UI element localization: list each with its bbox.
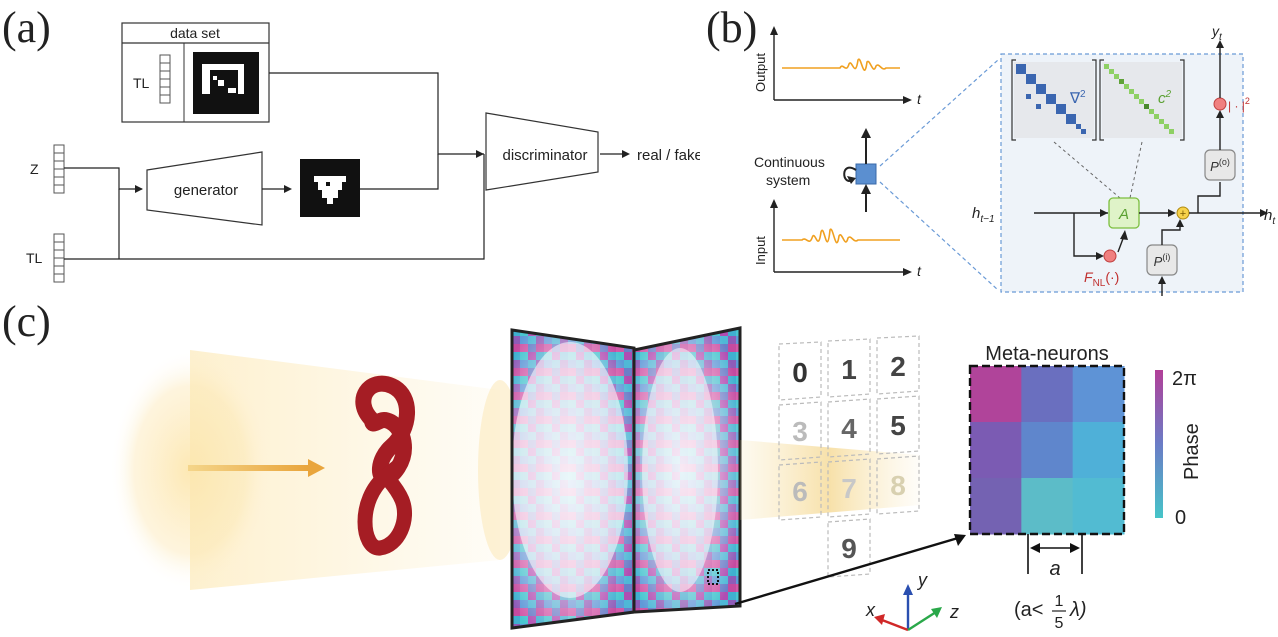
- gan-diagram: data set TL Z generator: [26, 22, 700, 283]
- generated-sample-image: [300, 159, 360, 217]
- speed-matrix: [1099, 59, 1185, 141]
- z-label: Z: [30, 161, 39, 177]
- nabla-symbol: ∇2: [1069, 89, 1086, 107]
- h-t-label: ht: [1264, 207, 1276, 227]
- abs-square-label: | · |2: [1228, 96, 1250, 113]
- size-condition: (a<: [1014, 599, 1043, 621]
- input-axis-label: Input: [753, 236, 768, 265]
- z-vector: [53, 144, 65, 194]
- panel-label-b: (b): [706, 3, 758, 52]
- tl-top-label: TL: [133, 75, 150, 91]
- system-node: [855, 163, 877, 185]
- input-wave: [782, 228, 900, 244]
- digit-5: 5: [890, 410, 906, 441]
- meta-neuron-cell: [970, 366, 1022, 423]
- axis-x-label: x: [865, 600, 876, 620]
- condition-num: 1: [1055, 593, 1064, 610]
- output-wave: [782, 58, 900, 71]
- condition-suffix: λ): [1069, 599, 1087, 621]
- phase-colorbar: [1155, 370, 1163, 518]
- phase-min-label: 0: [1175, 507, 1186, 529]
- discriminator-label: discriminator: [502, 147, 587, 164]
- digit-8: 8: [890, 470, 906, 501]
- nonlinearity-node: [1103, 249, 1117, 263]
- detector-digits: 0 1 2 3 4 5 6 7 8 9: [792, 351, 906, 564]
- metasurface-layer-2: [632, 326, 742, 614]
- panel-label-a: (a): [2, 3, 51, 52]
- digit-0: 0: [792, 357, 808, 388]
- meta-neurons-title: Meta-neurons: [985, 343, 1108, 365]
- tl-top-vector: [159, 54, 171, 104]
- laplacian-matrix: [1011, 59, 1097, 141]
- continuous-system-diagram: Output t Input t Continuous system: [753, 23, 1276, 300]
- digit-7: 7: [841, 473, 857, 504]
- t-bottom-label: t: [917, 263, 922, 279]
- condition-den: 5: [1055, 615, 1064, 632]
- A-label: A: [1118, 206, 1129, 223]
- metasurface-diagram: 0 1 2 3 4 5 6 7 8 9 Meta-neurons a (a< 1…: [110, 326, 1203, 632]
- panel-label-c: (c): [2, 297, 51, 346]
- meta-neuron-cell: [1021, 422, 1074, 479]
- F-NL-label: FNL(·): [1084, 269, 1119, 289]
- tl-bottom-vector: [53, 233, 65, 283]
- digit-6: 6: [792, 476, 808, 507]
- meta-neuron-cell: [1072, 366, 1125, 423]
- meta-neuron-cell: [1021, 366, 1074, 423]
- discriminator-block: [485, 112, 599, 191]
- digit-object: [355, 375, 415, 556]
- metasurface-layer-1: [510, 328, 636, 630]
- digit-3: 3: [792, 416, 808, 447]
- phase-axis-label: Phase: [1181, 423, 1203, 480]
- meta-neuron-cell: [1021, 478, 1074, 535]
- x-t-label: xt: [1156, 298, 1168, 300]
- xyz-axes: [874, 584, 942, 632]
- axis-z-label: z: [949, 602, 959, 622]
- svg-text:+: +: [1180, 208, 1186, 220]
- dataset-title: data set: [170, 25, 220, 41]
- axis-y-label: y: [916, 570, 928, 590]
- svg-text:P(i): P(i): [1154, 252, 1171, 269]
- digit-9: 9: [841, 533, 857, 564]
- meta-neurons-grid: [970, 366, 1125, 535]
- tl-bottom-label: TL: [26, 250, 43, 266]
- meta-neuron-cell: [1072, 478, 1125, 535]
- generator-label: generator: [174, 182, 238, 199]
- digit-2: 2: [890, 351, 906, 382]
- meta-neuron-cell: [970, 422, 1022, 479]
- h-prev-label: ht−1: [972, 205, 995, 225]
- light-arrow: [188, 465, 308, 471]
- continuous-label-2: system: [766, 172, 810, 188]
- a-dimension-label: a: [1049, 558, 1060, 580]
- output-axis-label: Output: [753, 53, 768, 92]
- output-label: real / fake: [637, 147, 700, 164]
- meta-neuron-cell: [1072, 422, 1125, 479]
- y-t-label: yt: [1211, 23, 1223, 43]
- dataset-sample-image: [193, 52, 259, 114]
- continuous-label-1: Continuous: [754, 154, 825, 170]
- svg-text:P(o): P(o): [1210, 157, 1230, 174]
- phase-max-label: 2π: [1172, 368, 1197, 390]
- digit-4: 4: [841, 413, 857, 444]
- c-squared-symbol: c2: [1158, 89, 1172, 107]
- digit-1: 1: [841, 354, 857, 385]
- meta-neuron-cell: [970, 478, 1022, 535]
- t-top-label: t: [917, 91, 922, 107]
- generator-block: [146, 151, 263, 226]
- abs-square-node: [1213, 97, 1227, 111]
- detector-digit-grid: [778, 335, 920, 578]
